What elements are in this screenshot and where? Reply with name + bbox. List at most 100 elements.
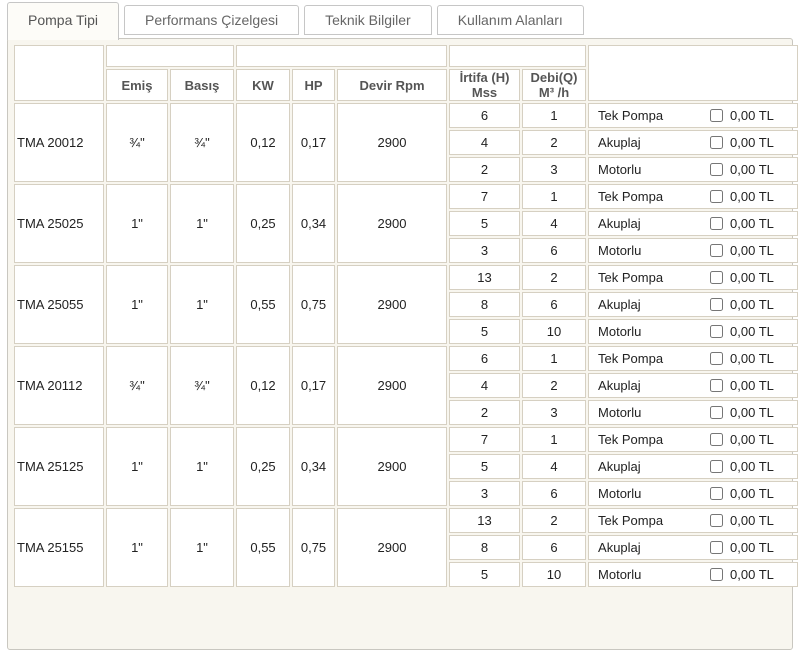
price-row: Motorlu 0,00 TL [591, 401, 795, 424]
price-option-label: Motorlu [598, 486, 642, 501]
price-option-label: Motorlu [598, 567, 642, 582]
col-header-fiyat: Fiyat [588, 45, 799, 101]
pump-row-sub: 2 3 Motorlu 0,00 TL [14, 157, 799, 182]
pump-row: TMA 25055 1" 1" 0,55 0,75 2900 13 2 Tek … [14, 265, 799, 344]
head-cell: 8 [449, 292, 521, 317]
head-cell: 6 [449, 103, 521, 128]
flow-cell: 6 [522, 238, 587, 263]
discharge-size-cell: 1" [170, 427, 235, 506]
flow-cell: 1 [522, 103, 587, 128]
price-value: 0,00 TL [730, 135, 774, 150]
price-checkbox[interactable] [710, 244, 724, 257]
price-option-label: Akuplaj [598, 216, 641, 231]
price-row: Motorlu 0,00 TL [591, 158, 795, 181]
price-row: Akuplaj 0,00 TL [591, 293, 795, 316]
flow-cell: 2 [522, 265, 587, 290]
price-row: Motorlu 0,00 TL [591, 320, 795, 343]
tab-pompa-tipi[interactable]: Pompa Tipi [7, 2, 120, 40]
price-row: Tek Pompa 0,00 TL [591, 428, 795, 451]
price-checkbox[interactable] [710, 568, 724, 581]
pump-row-sub: 8 6 Akuplaj 0,00 TL [14, 535, 799, 560]
flow-cell: 4 [522, 454, 587, 479]
price-checkbox[interactable] [710, 487, 724, 500]
price-row: Akuplaj 0,00 TL [591, 131, 795, 154]
price-checkbox[interactable] [710, 217, 724, 230]
pump-table: Pompa Tipi Bağlantı Ağzı Motor Kapasite … [12, 43, 800, 589]
price-checkbox[interactable] [710, 325, 724, 338]
col-header-kapasite: Kapasite [449, 45, 587, 67]
flow-cell: 2 [522, 130, 587, 155]
price-cell: Tek Pompa 0,00 TL [588, 103, 799, 128]
price-option-label: Tek Pompa [598, 351, 664, 366]
hp-cell: 0,34 [292, 427, 336, 506]
col-header-baglanti-agzi: Bağlantı Ağzı [106, 45, 235, 67]
head-cell: 6 [449, 346, 521, 371]
pump-row-sub: 4 2 Akuplaj 0,00 TL [14, 130, 799, 155]
rpm-cell: 2900 [337, 346, 448, 425]
pump-row-sub: 4 2 Akuplaj 0,00 TL [14, 373, 799, 398]
pump-row: TMA 20012 ¾" ¾" 0,12 0,17 2900 6 1 Tek P… [14, 103, 799, 182]
pump-row-sub: 5 10 Motorlu 0,00 TL [14, 562, 799, 587]
price-checkbox[interactable] [710, 460, 724, 473]
price-checkbox[interactable] [710, 109, 724, 122]
suction-size-cell: 1" [106, 427, 168, 506]
discharge-size-cell: ¾" [170, 103, 235, 182]
price-checkbox[interactable] [710, 136, 724, 149]
price-value: 0,00 TL [730, 108, 774, 123]
price-cell: Akuplaj 0,00 TL [588, 292, 799, 317]
price-checkbox[interactable] [710, 271, 724, 284]
pump-model-cell: TMA 25125 [14, 427, 104, 506]
hp-cell: 0,34 [292, 184, 336, 263]
price-checkbox[interactable] [710, 298, 724, 311]
price-cell: Motorlu 0,00 TL [588, 157, 799, 182]
flow-cell: 10 [522, 562, 587, 587]
price-option-label: Akuplaj [598, 540, 641, 555]
price-value: 0,00 TL [730, 432, 774, 447]
pump-row-sub: 3 6 Motorlu 0,00 TL [14, 481, 799, 506]
head-cell: 4 [449, 130, 521, 155]
pump-row-sub: 8 6 Akuplaj 0,00 TL [14, 292, 799, 317]
price-option-label: Motorlu [598, 162, 642, 177]
head-cell: 3 [449, 238, 521, 263]
price-checkbox[interactable] [710, 190, 724, 203]
col-header-basis: Basış [170, 69, 235, 101]
rpm-cell: 2900 [337, 103, 448, 182]
flow-cell: 1 [522, 184, 587, 209]
discharge-size-cell: ¾" [170, 346, 235, 425]
head-cell: 5 [449, 562, 521, 587]
price-value: 0,00 TL [730, 486, 774, 501]
price-value: 0,00 TL [730, 405, 774, 420]
suction-size-cell: ¾" [106, 346, 168, 425]
col-header-devir-rpm: Devir Rpm [337, 69, 448, 101]
rpm-cell: 2900 [337, 184, 448, 263]
price-value: 0,00 TL [730, 162, 774, 177]
flow-cell: 10 [522, 319, 587, 344]
suction-size-cell: 1" [106, 265, 168, 344]
tab-teknik-bilgiler[interactable]: Teknik Bilgiler [304, 5, 432, 35]
price-value: 0,00 TL [730, 189, 774, 204]
flow-cell: 6 [522, 535, 587, 560]
col-header-hp: HP [292, 69, 336, 101]
tab-kullanim-alanlari[interactable]: Kullanım Alanları [436, 5, 584, 35]
price-checkbox[interactable] [710, 379, 724, 392]
price-checkbox[interactable] [710, 433, 724, 446]
price-checkbox[interactable] [710, 163, 724, 176]
price-checkbox[interactable] [710, 514, 724, 527]
price-cell: Tek Pompa 0,00 TL [588, 265, 799, 290]
price-option-label: Akuplaj [598, 135, 641, 150]
tab-performans-cizelgesi[interactable]: Performans Çizelgesi [124, 5, 300, 35]
suction-size-cell: 1" [106, 184, 168, 263]
price-value: 0,00 TL [730, 324, 774, 339]
price-value: 0,00 TL [730, 270, 774, 285]
price-checkbox[interactable] [710, 541, 724, 554]
price-cell: Tek Pompa 0,00 TL [588, 427, 799, 452]
tab-bar: Pompa Tipi Performans Çizelgesi Teknik B… [0, 0, 800, 40]
head-cell: 5 [449, 319, 521, 344]
price-cell: Tek Pompa 0,00 TL [588, 346, 799, 371]
price-checkbox[interactable] [710, 352, 724, 365]
hp-cell: 0,17 [292, 346, 336, 425]
pump-row: TMA 25155 1" 1" 0,55 0,75 2900 13 2 Tek … [14, 508, 799, 587]
price-value: 0,00 TL [730, 567, 774, 582]
price-value: 0,00 TL [730, 459, 774, 474]
price-checkbox[interactable] [710, 406, 724, 419]
